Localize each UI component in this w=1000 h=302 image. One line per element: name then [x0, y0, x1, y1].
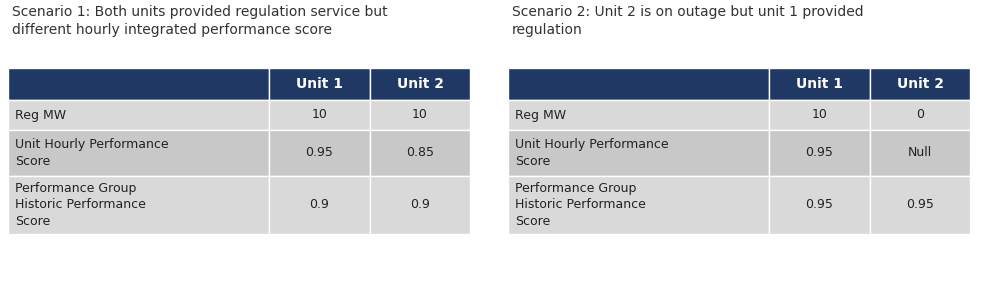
Bar	[269, 176, 370, 234]
Text: Performance Group
Historic Performance
Score: Performance Group Historic Performance S…	[515, 182, 646, 228]
Text: Performance Group
Historic Performance
Score: Performance Group Historic Performance S…	[15, 182, 146, 228]
Text: 10: 10	[412, 108, 428, 121]
Text: Unit 2: Unit 2	[897, 77, 944, 91]
Bar	[870, 130, 970, 176]
Bar	[269, 130, 370, 176]
Text: Scenario 1: Both units provided regulation service but
different hourly integrat: Scenario 1: Both units provided regulati…	[12, 5, 388, 37]
Bar	[508, 68, 769, 100]
Text: Null: Null	[908, 146, 932, 159]
Bar	[370, 68, 470, 100]
Bar	[508, 100, 769, 130]
Bar	[870, 176, 970, 234]
Bar	[8, 130, 269, 176]
Text: Unit Hourly Performance
Score: Unit Hourly Performance Score	[15, 138, 169, 168]
Bar	[269, 100, 370, 130]
Text: 0: 0	[916, 108, 924, 121]
Bar	[508, 130, 769, 176]
Bar	[8, 100, 269, 130]
Bar	[769, 100, 870, 130]
Bar	[769, 68, 870, 100]
Text: Unit 1: Unit 1	[296, 77, 343, 91]
Bar	[508, 176, 769, 234]
Text: Reg MW: Reg MW	[15, 108, 66, 121]
Text: 0.95: 0.95	[305, 146, 333, 159]
Text: 0.95: 0.95	[805, 146, 833, 159]
Bar	[769, 130, 870, 176]
Bar	[370, 100, 470, 130]
Bar	[769, 176, 870, 234]
Text: Reg MW: Reg MW	[515, 108, 566, 121]
Text: Unit 1: Unit 1	[796, 77, 843, 91]
Bar	[8, 176, 269, 234]
Text: 0.85: 0.85	[406, 146, 434, 159]
Text: Unit 2: Unit 2	[397, 77, 444, 91]
Text: Unit Hourly Performance
Score: Unit Hourly Performance Score	[515, 138, 669, 168]
Text: Scenario 2: Unit 2 is on outage but unit 1 provided
regulation: Scenario 2: Unit 2 is on outage but unit…	[512, 5, 864, 37]
Text: 0.95: 0.95	[906, 198, 934, 211]
Text: 10: 10	[811, 108, 827, 121]
Text: 0.95: 0.95	[805, 198, 833, 211]
Bar	[8, 68, 269, 100]
Bar	[269, 68, 370, 100]
Text: 10: 10	[311, 108, 327, 121]
Bar	[870, 100, 970, 130]
Text: 0.9: 0.9	[410, 198, 430, 211]
Bar	[370, 176, 470, 234]
Text: 0.9: 0.9	[309, 198, 329, 211]
Bar	[870, 68, 970, 100]
Bar	[370, 130, 470, 176]
